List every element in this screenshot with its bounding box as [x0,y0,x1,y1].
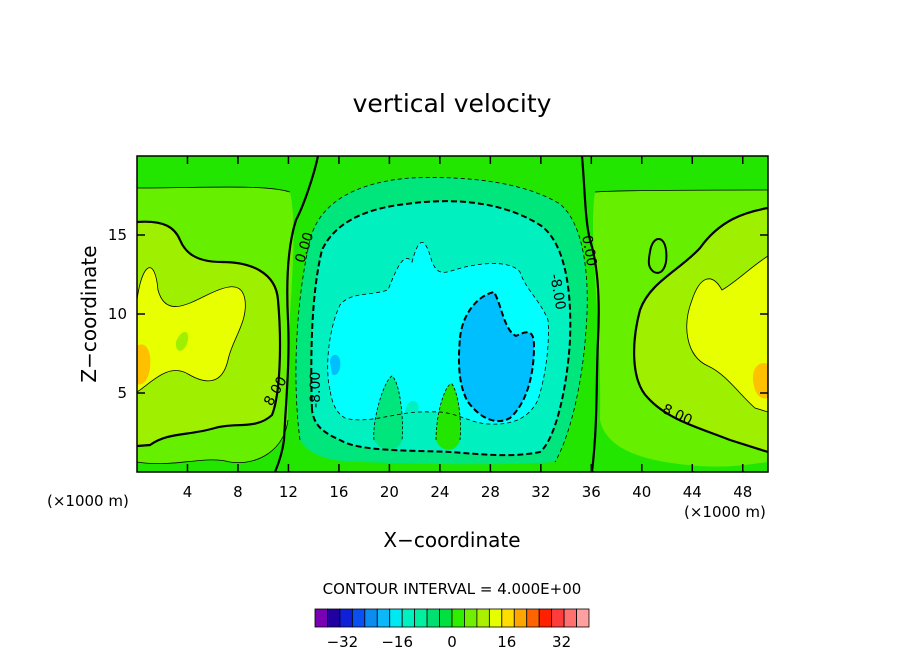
colorbar-swatch [414,608,428,628]
x-unit-left: (×1000 m) [47,492,129,510]
x-tick-label: 28 [481,483,500,501]
contour-lines [137,156,768,472]
colorbar-tick-label: −16 [381,633,413,651]
contour-label: 0.00 [578,234,599,267]
contour-right-level-12 [686,255,768,413]
colorbar-swatch [376,608,391,628]
x-unit-right: (×1000 m) [684,503,766,521]
colorbar-swatch [464,608,478,628]
field-right-level-16 [752,363,768,399]
contour-left-lower [137,419,289,465]
x-tick-label: 16 [329,483,348,501]
colorbar-swatch [364,608,378,628]
x-axis-label: X−coordinate [383,528,520,552]
contour-right-level-8 [633,206,768,454]
colorbar-swatch [339,608,353,628]
field-center-small-core [330,354,341,376]
y-axis: 5 10 15 [108,226,768,402]
colorbar-tick-label: 0 [447,633,457,651]
field-left-minima [175,331,255,366]
colorbar-swatch [439,608,453,628]
contour-center-level-minus8 [310,200,572,457]
y-axis-label: Z−coordinate [77,245,101,382]
colorbar-swatch [401,608,416,628]
x-tick-label: 44 [683,483,702,501]
contour-label: -8.00 [546,273,568,311]
colorbar-swatch [327,608,341,628]
x-tick-label: 48 [733,483,752,501]
contour-center-lower-plume [373,375,461,441]
contour-zero-right [580,156,600,472]
contour-center-level-minus16 [457,290,536,423]
y-tick-label: 5 [117,384,127,402]
contour-left-level-8 [137,220,282,448]
field-left-level-16 [137,344,151,385]
field-right-small-cell [648,238,667,273]
colorbar-swatch [451,608,465,628]
colorbar-swatch [314,608,328,628]
field-right-minima [654,347,699,397]
colorbar-tick-label: 16 [497,633,516,651]
colorbar-swatch [513,608,528,628]
colorbar-tick-label: −32 [327,633,359,651]
contour-center-level-minus4 [295,177,588,463]
y-tick-label: 15 [108,226,127,244]
x-tick-label: 32 [531,483,550,501]
contour-right-level-4 [594,189,768,193]
x-tick-label: 36 [582,483,601,501]
colorbar-swatch [426,608,440,628]
colorbar-swatch [488,608,503,628]
colorbar-swatch [501,608,515,628]
field-center-level-minus16 [458,292,534,422]
x-axis: 4 8 12 16 20 24 28 32 36 40 44 48 [183,156,752,501]
field-left-level-12 [137,267,246,392]
contour-left-level-4 [137,186,291,193]
colorbar-swatch [538,608,553,628]
contour-left-level-12 [137,267,246,393]
field-right-level-12 [686,256,768,412]
x-tick-label: 8 [233,483,243,501]
field-center-lower-plume-a [373,376,403,450]
colorbar-swatch [389,608,403,628]
contour-label: -8.00 [308,372,324,408]
colorbar-swatch [476,608,490,628]
chart-title: vertical velocity [353,89,552,118]
x-tick-label: 4 [183,483,193,501]
colorbar-swatch [563,608,577,628]
colorbar-swatch [351,608,366,628]
colorbar-tick-labels: −32 −16 0 16 32 [327,633,572,651]
colorbar [314,608,590,628]
colorbar-tick-label: 32 [552,633,571,651]
colorbar-swatch [551,608,565,628]
contour-zero-left [273,156,320,472]
contour-right-small-cell [647,238,668,274]
y-tick-label: 10 [108,305,127,323]
colorbar-swatch [576,608,590,628]
x-tick-label: 24 [430,483,449,501]
contour-field [137,156,768,472]
x-tick-label: 20 [380,483,399,501]
contour-labels: 0.00 0.008.008.00-8.00-8.00 [261,230,695,429]
field-center-lower-plume-c [404,400,419,428]
contour-interval-text: CONTOUR INTERVAL = 4.000E+00 [323,580,582,598]
colorbar-swatch [526,608,540,628]
x-tick-label: 40 [632,483,651,501]
x-tick-label: 12 [279,483,298,501]
